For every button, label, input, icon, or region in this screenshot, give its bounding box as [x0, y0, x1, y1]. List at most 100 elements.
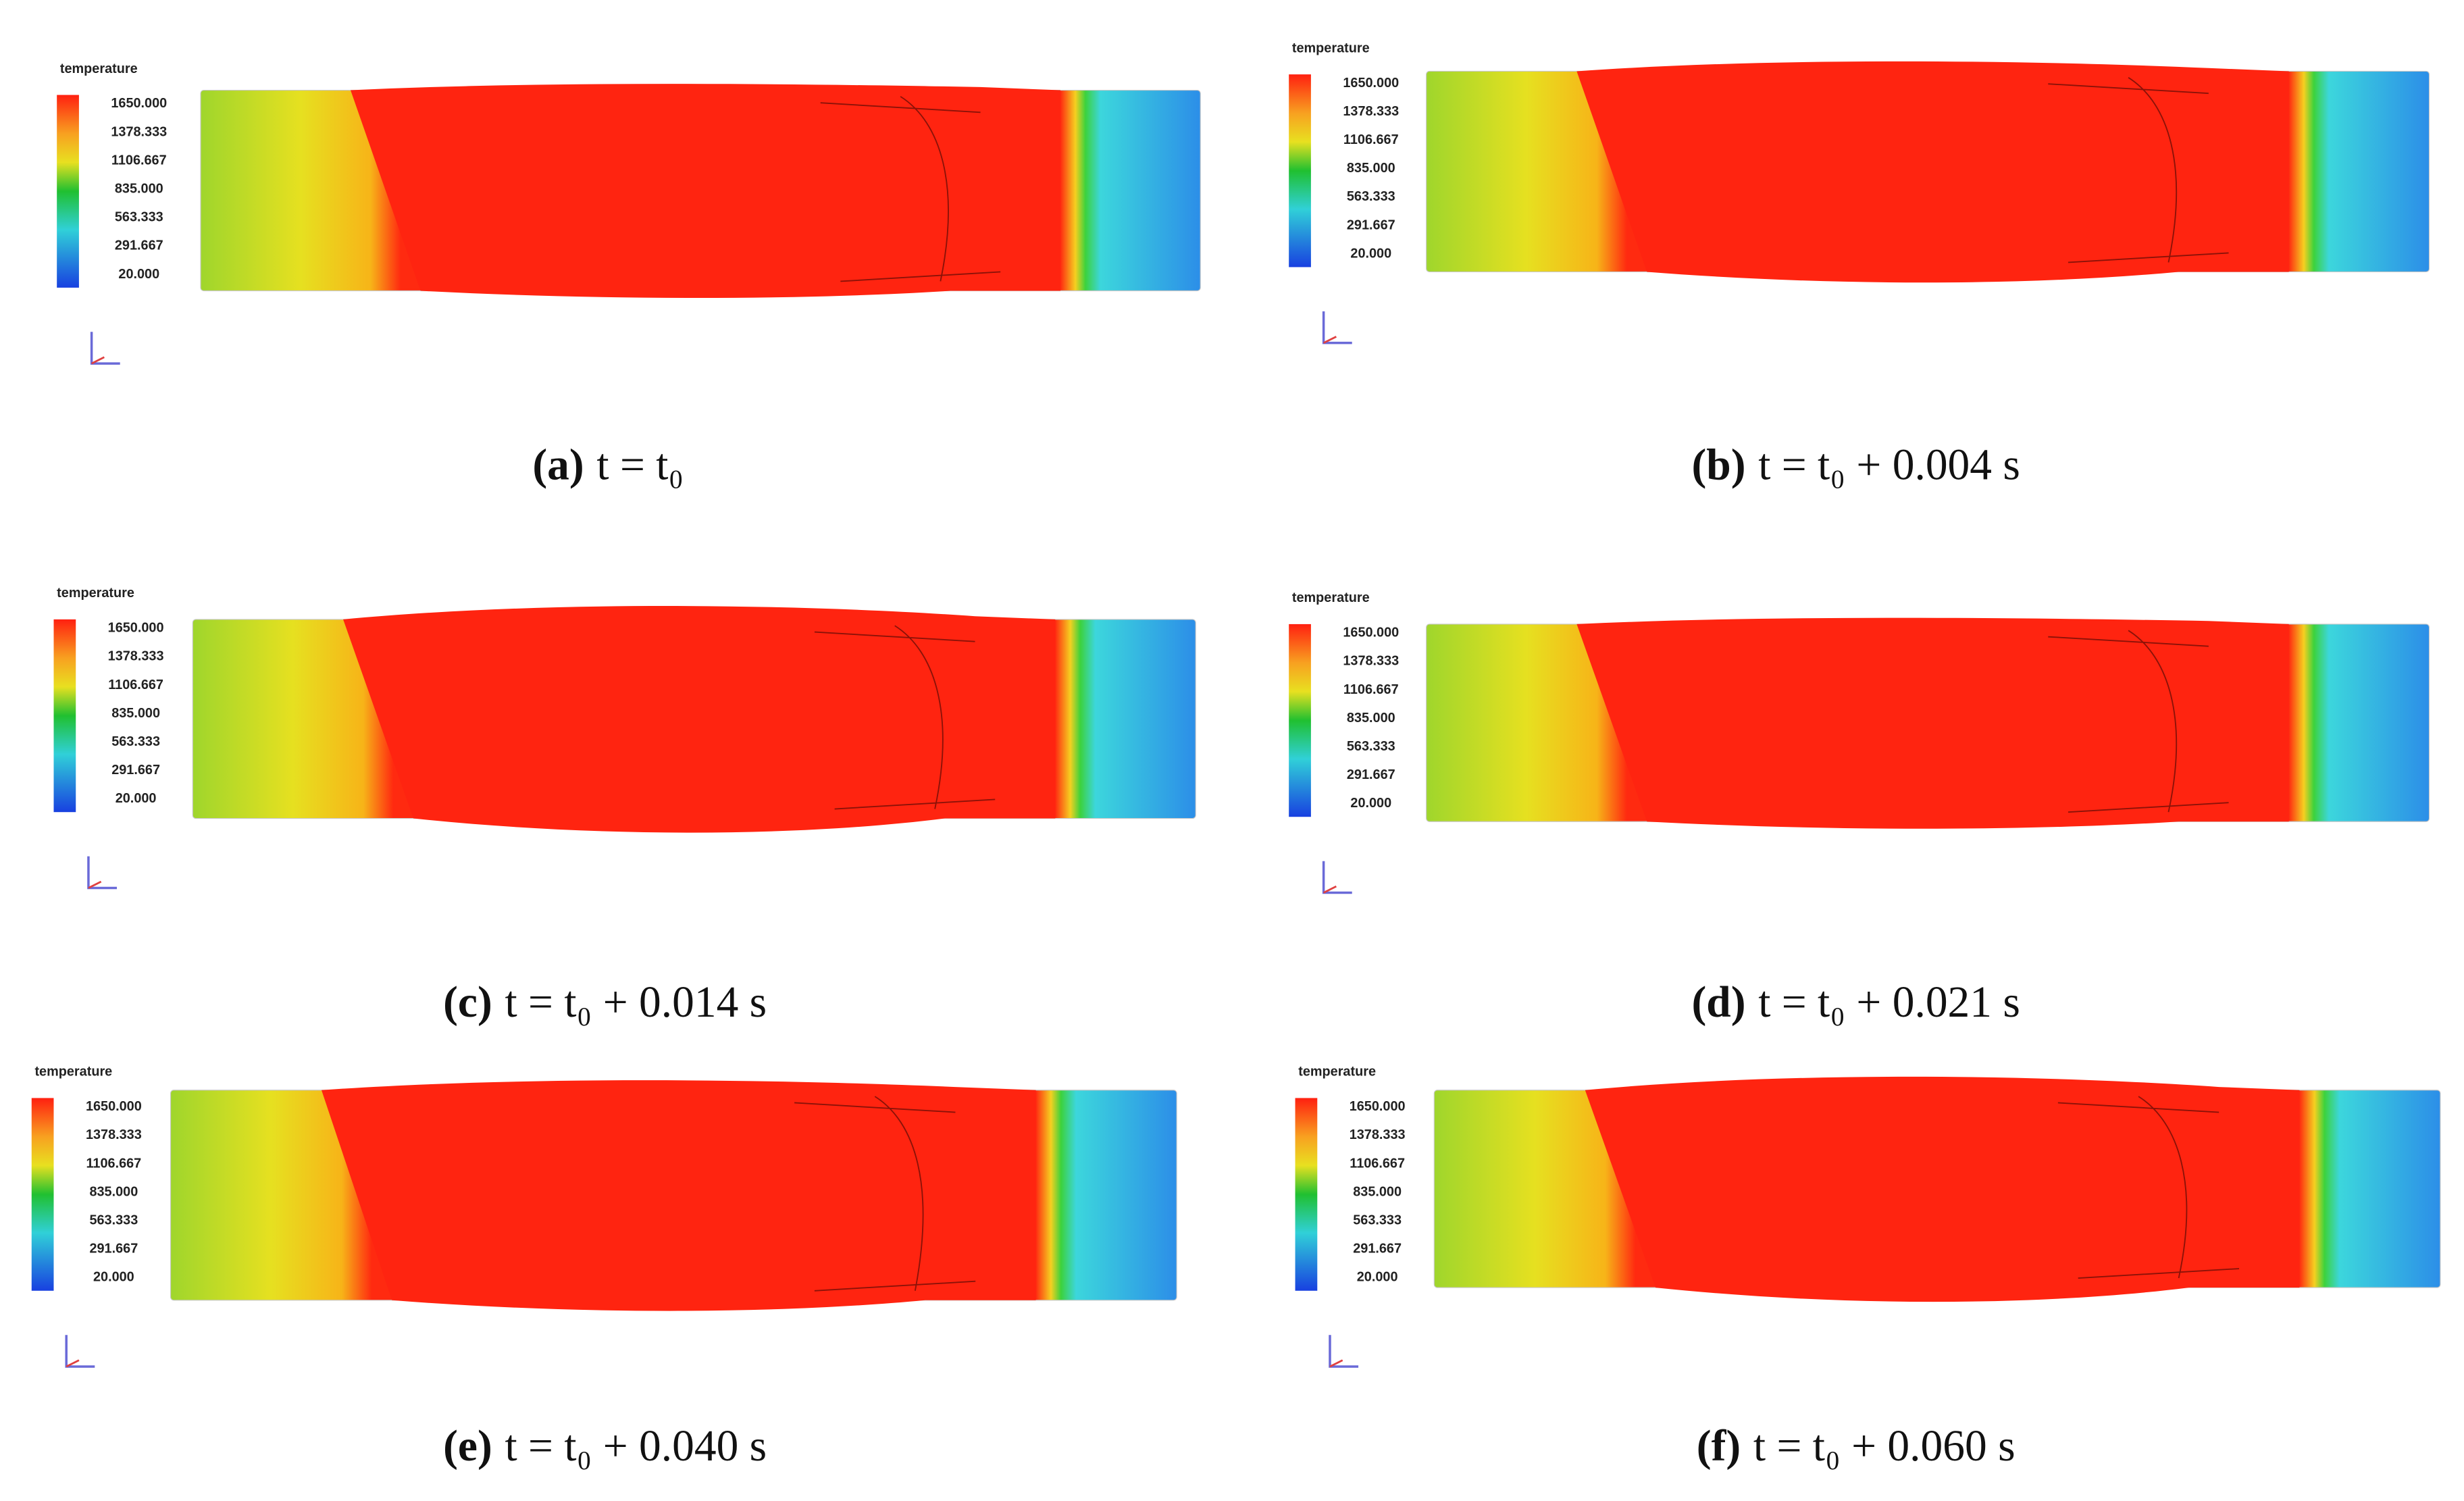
fracture-lines [820, 96, 1001, 282]
legend-title: temperature [1292, 41, 1370, 55]
colorbar-label: 563.333 [89, 1213, 138, 1228]
colorbar-label: 1378.333 [1343, 654, 1399, 669]
melt-region [1576, 61, 2289, 283]
colorbar-label: 1106.667 [86, 1156, 141, 1171]
colorbar-label: 1378.333 [86, 1127, 142, 1142]
panel-label: (a) [532, 441, 584, 490]
colorbar-label: 291.667 [89, 1242, 138, 1256]
colorbar-label: 20.000 [1350, 246, 1391, 261]
caption-text: t = t₀ + 0.004 s [1758, 441, 2020, 490]
axis-icon [87, 856, 118, 890]
colorbar-label: 1650.000 [1343, 76, 1399, 91]
panel: temperature 1650.000 1378.333 1106.667 835.0… [53, 586, 1196, 1027]
colorbar-label: 291.667 [1347, 218, 1395, 232]
axis-icon [1323, 336, 1337, 344]
panel: temperature 1650.000 1378.333 1106.667 835.0… [1295, 1065, 2441, 1471]
axis-icon [90, 332, 120, 365]
colorbar-label: 1106.667 [108, 678, 163, 692]
colorbar [1289, 74, 1311, 268]
panel-label: (b) [1691, 441, 1745, 490]
caption-text: t = t₀ + 0.040 s [505, 1422, 767, 1471]
melt-region [343, 606, 1056, 833]
panel: temperature 1650.000 1378.333 1106.667 835.0… [1289, 590, 2430, 1027]
colorbar-label: 563.333 [1353, 1213, 1402, 1228]
colorbar-label: 1650.000 [1350, 1099, 1406, 1114]
colorbar-label: 835.000 [111, 706, 160, 721]
colorbar-label: 835.000 [89, 1184, 138, 1199]
fracture-lines [2057, 1096, 2240, 1279]
melt-region [1576, 617, 2289, 829]
colorbar-label: 291.667 [111, 763, 160, 778]
axis-icon [66, 1359, 80, 1368]
colorbar-label: 563.333 [111, 734, 160, 749]
colorbar-label: 20.000 [1350, 796, 1391, 811]
panel-label: (d) [1691, 978, 1745, 1027]
legend-title: temperature [34, 1065, 112, 1079]
fracture-lines [2048, 630, 2229, 813]
axis-icon [1322, 861, 1352, 894]
panel: temperature 1650.000 1378.333 1106.667 835.0… [1289, 41, 2430, 490]
colorbar-label: 563.333 [1347, 739, 1395, 754]
panel-label: (c) [443, 978, 492, 1027]
caption: (b) t = t₀ + 0.004 s [1691, 441, 2020, 490]
caption: (a) t = t₀ [532, 441, 684, 490]
colorbar-label: 1650.000 [1343, 626, 1399, 640]
colorbar-label: 291.667 [1353, 1242, 1402, 1256]
colorbar-label: 1378.333 [1343, 104, 1399, 119]
panel-label: (e) [443, 1422, 492, 1471]
axis-icon [1323, 885, 1337, 894]
axis-icon [65, 1335, 95, 1368]
colorbar-label: 1650.000 [86, 1099, 142, 1114]
colorbar-label: 1106.667 [1350, 1156, 1405, 1171]
panel: temperature 1650.000 1378.333 1106.667 835.0… [31, 1065, 1177, 1471]
colorbar-label: 835.000 [115, 182, 163, 197]
colorbar [1295, 1098, 1318, 1291]
colorbar-label: 1378.333 [108, 649, 164, 664]
axis-icon [1329, 1359, 1343, 1368]
axis-icon [1329, 1335, 1359, 1368]
panel-label: (f) [1697, 1422, 1741, 1471]
colorbar [31, 1098, 54, 1291]
colorbar [57, 95, 79, 288]
caption-text: t = t₀ + 0.060 s [1753, 1422, 2016, 1471]
colorbar-label: 1378.333 [111, 124, 167, 139]
legend-title: temperature [1298, 1065, 1376, 1079]
melt-region [321, 1080, 1036, 1311]
panel: temperature 1650.000 1378.333 1106.667 835.0… [57, 61, 1201, 490]
legend-title: temperature [1292, 590, 1370, 605]
axis-icon [88, 880, 102, 889]
colorbar-label: 1106.667 [1343, 132, 1399, 147]
colorbar-label: 563.333 [115, 210, 163, 225]
fracture-lines [814, 625, 996, 810]
caption-text: t = t₀ [596, 441, 684, 490]
legend-title: temperature [57, 586, 134, 601]
colorbar-label: 835.000 [1347, 161, 1395, 176]
caption: (c) t = t₀ + 0.014 s [443, 978, 767, 1027]
caption: (f) t = t₀ + 0.060 s [1697, 1422, 2016, 1471]
colorbar-label: 835.000 [1347, 711, 1395, 726]
colorbar-label: 1650.000 [111, 96, 167, 111]
colorbar [53, 619, 76, 813]
melt-region [1585, 1076, 2300, 1302]
colorbar-label: 291.667 [115, 238, 163, 253]
colorbar-label: 1106.667 [1343, 682, 1399, 697]
colorbar [1289, 624, 1311, 817]
colorbar-label: 20.000 [93, 1270, 134, 1285]
colorbar-label: 20.000 [116, 791, 157, 806]
colorbar-label: 835.000 [1353, 1184, 1402, 1199]
legend-title: temperature [60, 61, 138, 76]
colorbar-label: 20.000 [1357, 1270, 1398, 1285]
fracture-lines [794, 1096, 976, 1292]
caption: (e) t = t₀ + 0.040 s [443, 1422, 767, 1471]
caption: (d) t = t₀ + 0.021 s [1691, 978, 2020, 1027]
colorbar-label: 291.667 [1347, 767, 1395, 782]
colorbar-label: 1106.667 [111, 153, 167, 168]
caption-text: t = t₀ + 0.021 s [1758, 978, 2020, 1027]
melt-region [351, 84, 1060, 299]
colorbar-label: 1650.000 [108, 621, 164, 636]
colorbar-label: 20.000 [118, 267, 159, 282]
colorbar-label: 1378.333 [1350, 1127, 1406, 1142]
fracture-lines [2048, 77, 2229, 263]
colorbar-label: 563.333 [1347, 189, 1395, 204]
